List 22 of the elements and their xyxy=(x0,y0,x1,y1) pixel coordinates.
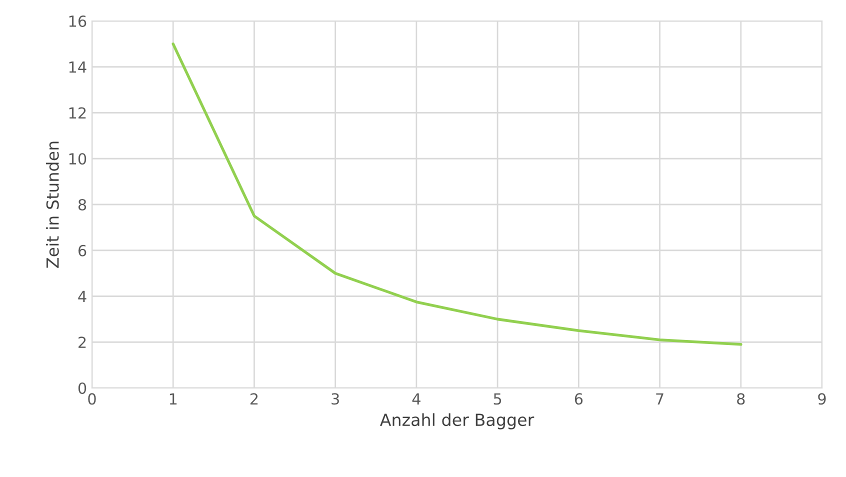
x-tick-label: 4 xyxy=(412,393,420,404)
x-tick-label: 8 xyxy=(737,393,745,405)
x-tick-label: 1 xyxy=(170,393,177,404)
x-tick-label: 9 xyxy=(818,393,826,405)
y-axis-title: Zeit in Stunden xyxy=(46,142,59,268)
x-tick-label: 2 xyxy=(250,393,258,404)
y-tick-label: 6 xyxy=(78,244,86,256)
y-tick-label: 2 xyxy=(78,336,86,348)
y-tick-label: 10 xyxy=(69,153,86,165)
x-tick-label: 7 xyxy=(656,393,664,404)
y-tick-label: 16 xyxy=(69,15,86,28)
x-tick-label: 3 xyxy=(332,393,339,405)
x-tick-label: 0 xyxy=(88,393,96,405)
y-tick-label: 14 xyxy=(69,62,86,73)
line-series xyxy=(172,42,742,346)
y-tick-label: 4 xyxy=(78,290,86,302)
x-tick-label: 5 xyxy=(494,393,502,405)
y-tick-label: 12 xyxy=(69,107,86,119)
y-tick-label: 0 xyxy=(78,382,86,394)
x-tick-label: 6 xyxy=(574,393,583,405)
x-axis-title: Anzahl der Bagger xyxy=(380,413,534,430)
y-tick-label: 8 xyxy=(78,198,86,211)
